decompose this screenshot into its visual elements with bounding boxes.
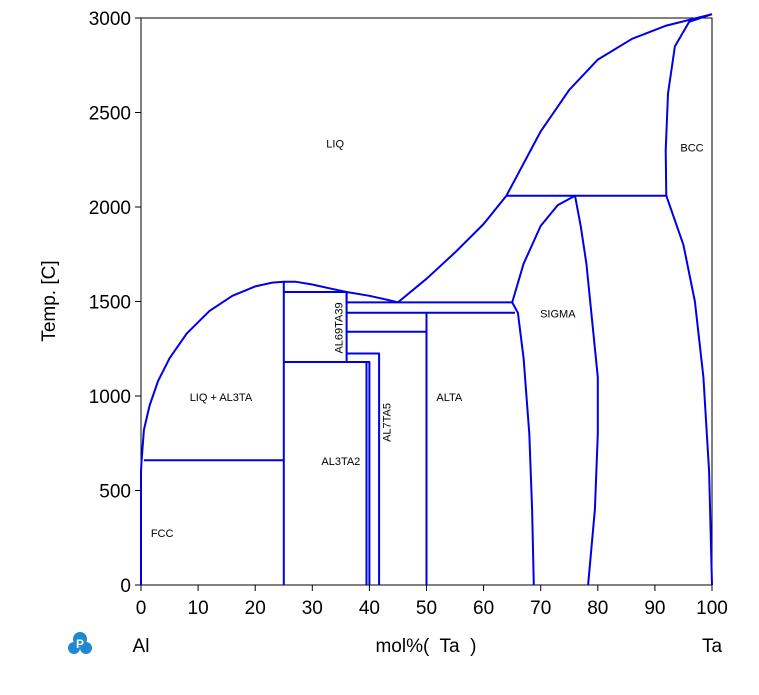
x-axis-ticks: 0 10 20 30 40 50 60 70 80 90 100 [136, 585, 728, 619]
x-tick-label: 100 [696, 598, 728, 619]
region-label: AL69TA39 [334, 302, 346, 353]
x-tick-label: 0 [136, 598, 147, 619]
y-tick-label: 3000 [89, 9, 131, 30]
logo-icon: P [68, 632, 92, 654]
x-tick-label: 40 [359, 598, 380, 619]
phase-boundary-line [140, 460, 143, 585]
x-tick-label: 50 [416, 598, 437, 619]
region-label: AL3TA2 [321, 456, 360, 468]
phase-boundary-line [397, 195, 508, 304]
region-label: BCC [680, 142, 703, 154]
phase-boundary-line [665, 195, 713, 586]
phase-boundary-line [283, 361, 371, 585]
phase-boundary-line [505, 13, 713, 197]
region-label: FCC [151, 528, 174, 540]
phase-boundaries [140, 13, 713, 586]
x-tick-label: 60 [473, 598, 494, 619]
phase-region-labels: LIQ BCC SIGMA LIQ + AL3TA ALTA AL3TA2 FCC AL69T… [151, 139, 704, 540]
y-tick-label: 1000 [89, 387, 131, 408]
svg-text:P: P [76, 637, 84, 651]
x-axis-label: mol%( Ta ) [375, 636, 476, 657]
region-label: AL7TA5 [382, 403, 394, 442]
phase-boundary-line [574, 195, 599, 586]
phase-boundary-line [140, 280, 399, 461]
right-element-label: Ta [702, 636, 723, 657]
x-tick-label: 30 [302, 598, 323, 619]
phase-boundary-line [664, 13, 713, 196]
region-label: LIQ [326, 139, 344, 151]
y-tick-label: 1500 [89, 293, 131, 314]
phase-boundary-line [511, 194, 576, 303]
y-axis-label: Temp. [C] [39, 260, 60, 341]
y-tick-label: 2000 [89, 198, 131, 219]
y-tick-label: 2500 [89, 104, 131, 125]
phase-boundary-line [346, 352, 381, 585]
x-tick-label: 80 [587, 598, 608, 619]
region-label: SIGMA [540, 309, 576, 321]
y-tick-label: 500 [99, 482, 131, 503]
y-tick-label: 0 [120, 576, 131, 597]
y-axis-ticks: 0 500 1000 1500 2000 2500 3000 [89, 9, 141, 597]
x-tick-label: 20 [245, 598, 266, 619]
region-label: LIQ + AL3TA [190, 392, 253, 404]
x-tick-label: 10 [188, 598, 209, 619]
x-tick-label: 70 [530, 598, 551, 619]
x-tick-label: 90 [644, 598, 665, 619]
region-label: ALTA [436, 392, 463, 404]
left-element-label: Al [133, 636, 150, 657]
phase-boundary-line [511, 301, 535, 586]
